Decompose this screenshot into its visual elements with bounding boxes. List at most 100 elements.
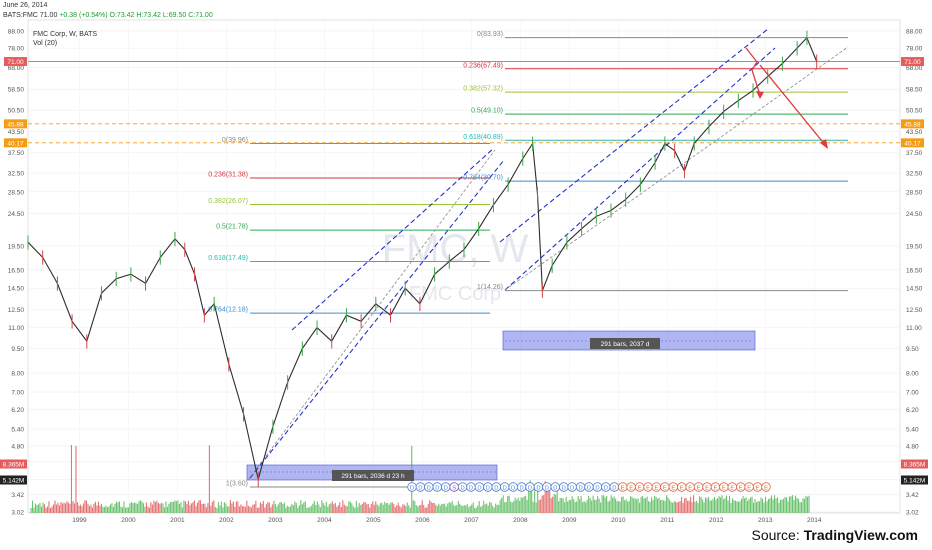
trendline-2003-dotted[interactable] xyxy=(247,149,496,481)
volume-bar xyxy=(402,504,404,513)
volume-bar xyxy=(699,496,701,513)
event-marker-label: E xyxy=(739,485,743,491)
legend-title[interactable]: FMC Corp, W, BATS xyxy=(33,31,98,38)
volume-bar xyxy=(727,500,729,513)
volume-bar xyxy=(649,501,651,513)
volume-bar xyxy=(787,501,789,513)
volume-bar xyxy=(327,506,329,513)
volume-bar xyxy=(244,506,246,513)
volume-bar xyxy=(412,500,414,513)
volume-bar xyxy=(574,502,576,513)
volume-bar xyxy=(388,504,390,513)
volume-bar xyxy=(361,503,363,513)
volume-bar xyxy=(370,504,372,513)
header-high: H:73.42 xyxy=(136,12,161,19)
volume-bar xyxy=(54,500,56,513)
volume-bar xyxy=(745,497,747,513)
volume-bar xyxy=(256,507,258,513)
volume-bar xyxy=(354,507,356,513)
volume-bar xyxy=(301,504,303,513)
volume-bar xyxy=(271,504,273,513)
volume-bar xyxy=(785,497,788,513)
volume-bar xyxy=(418,505,420,513)
y-tick-right: 50.50 xyxy=(906,108,923,115)
level-tag-left: 71.00 xyxy=(7,59,24,66)
event-marker-label: E xyxy=(697,485,701,491)
volume-bar xyxy=(568,499,570,513)
volume-bar xyxy=(384,501,386,513)
volume-bar xyxy=(385,503,387,513)
volume-bar xyxy=(766,501,768,513)
forecast-line-long[interactable] xyxy=(759,64,827,147)
volume-bar xyxy=(166,506,168,513)
volume-bar xyxy=(543,495,545,513)
header-symbol[interactable]: BATS:FMC xyxy=(3,12,38,19)
volume-bar xyxy=(163,507,165,513)
legend-volume[interactable]: Vol (20) xyxy=(33,40,58,47)
volume-bar xyxy=(340,507,342,513)
y-tick-left: 24.50 xyxy=(8,211,25,218)
volume-bar xyxy=(228,506,230,513)
source-brand[interactable]: TradingView.com xyxy=(803,527,918,543)
fib-2003-label: 1(3.60) xyxy=(226,480,248,487)
channel-2009-lower[interactable] xyxy=(504,47,776,291)
volume-bar xyxy=(369,507,371,513)
channel-2003-lower[interactable] xyxy=(249,159,505,479)
channel-2009-upper[interactable] xyxy=(499,28,769,243)
volume-bar xyxy=(234,506,236,513)
volume-bar xyxy=(126,507,128,513)
volume-bar xyxy=(585,502,587,513)
volume-bar xyxy=(208,445,210,513)
y-tick-left: 32.50 xyxy=(8,171,25,178)
volume-bar xyxy=(423,504,425,513)
volume-bar xyxy=(97,501,100,513)
volume-bar xyxy=(76,502,79,513)
volume-bar xyxy=(124,507,126,513)
channel-2003-upper[interactable] xyxy=(291,147,495,331)
volume-bar xyxy=(618,501,620,513)
volume-bar xyxy=(55,504,58,513)
volume-bar xyxy=(247,505,249,513)
fib-2009-label: 0.236(67.49) xyxy=(463,62,503,69)
volume-bar xyxy=(532,501,534,513)
event-marker-label: D xyxy=(460,485,464,491)
grid xyxy=(28,20,900,513)
volume-bar xyxy=(435,504,437,513)
volume-tag-left-bg xyxy=(0,459,27,469)
volume-bar xyxy=(733,500,735,513)
volume-bar xyxy=(382,504,384,513)
volume-bar xyxy=(487,505,489,513)
volume-bar xyxy=(282,503,284,513)
volume-bar xyxy=(441,503,443,513)
volume-bar xyxy=(534,485,536,513)
volume-bar xyxy=(400,507,402,513)
volume-bar xyxy=(78,505,80,513)
volume-bar xyxy=(749,497,752,513)
volume-bar xyxy=(439,505,441,513)
volume-bar xyxy=(781,499,783,513)
volume-bar xyxy=(748,499,750,513)
volume-bar xyxy=(541,495,543,513)
event-marker-label: D xyxy=(519,485,523,491)
y-tick-right: 19.50 xyxy=(906,243,923,250)
volume-bar xyxy=(520,497,522,513)
volume-bar xyxy=(660,500,662,513)
price-series xyxy=(27,30,818,487)
y-axis-right: 88.00 78.00 68.00 58.50 50.50 43.50 37.50 32.50… xyxy=(906,28,923,516)
volume-bar xyxy=(111,503,113,513)
forecast-zigzag[interactable] xyxy=(745,47,761,96)
event-marker-label: D xyxy=(570,485,574,491)
volume-bar xyxy=(429,500,431,513)
volume-bar xyxy=(501,497,503,513)
volume-bar xyxy=(330,503,332,513)
y-tick-right: 28.50 xyxy=(906,189,923,196)
volume-bar xyxy=(162,503,164,513)
event-marker-label: E xyxy=(654,485,658,491)
volume-bar xyxy=(232,501,234,513)
volume-bar xyxy=(472,502,474,513)
volume-bar xyxy=(442,503,444,513)
volume-bar xyxy=(764,496,767,513)
volume-bar xyxy=(514,497,516,513)
volume-bar xyxy=(240,504,242,513)
